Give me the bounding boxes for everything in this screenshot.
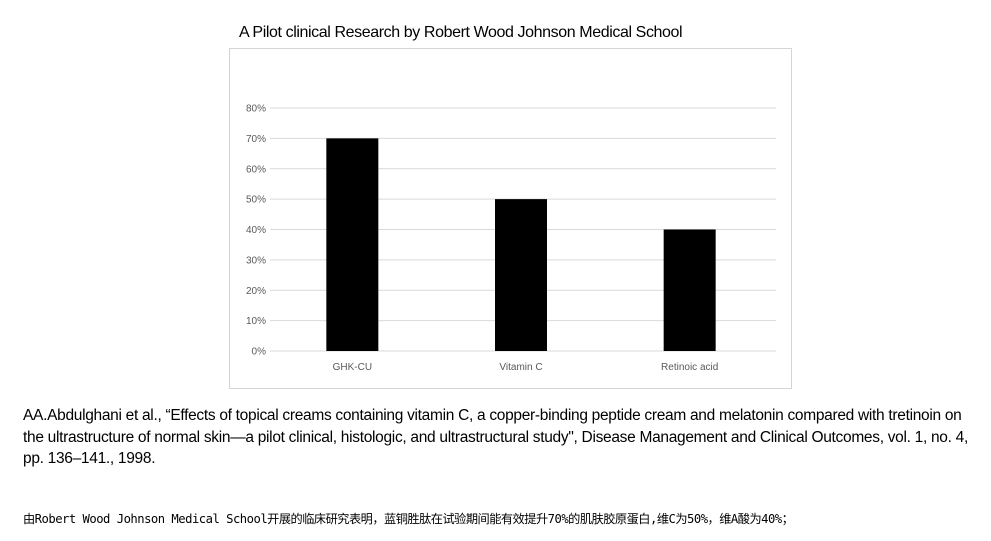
bar-chart: 0% 10% 20% 30% 40% 50% 60% 70% 80% GHK-CU Vitamin …: [246, 104, 776, 373]
y-tick-label: 70%: [246, 134, 266, 145]
chart-frame: 0% 10% 20% 30% 40% 50% 60% 70% 80% GHK-CU Vitamin …: [229, 48, 792, 389]
y-tick-label: 80%: [246, 104, 266, 115]
y-tick-label: 40%: [246, 225, 266, 236]
y-tick-label: 0%: [252, 347, 267, 358]
chart-title: A Pilot clinical Research by Robert Wood…: [239, 24, 683, 41]
x-tick-label: Retinoic acid: [661, 362, 718, 373]
bar: [663, 229, 716, 351]
bar: [326, 138, 379, 351]
citation-text: AA.Abdulghani et al., “Effects of topica…: [23, 407, 968, 467]
bar: [495, 199, 547, 351]
x-tick-label: GHK-CU: [333, 362, 372, 373]
summary-note: 由Robert Wood Johnson Medical School开展的临床…: [23, 512, 794, 526]
x-tick-label: Vitamin C: [499, 362, 542, 373]
y-tick-label: 20%: [246, 286, 266, 297]
y-tick-label: 10%: [246, 316, 266, 327]
y-tick-label: 60%: [246, 164, 266, 175]
y-tick-label: 30%: [246, 255, 266, 266]
y-tick-label: 50%: [246, 195, 266, 206]
